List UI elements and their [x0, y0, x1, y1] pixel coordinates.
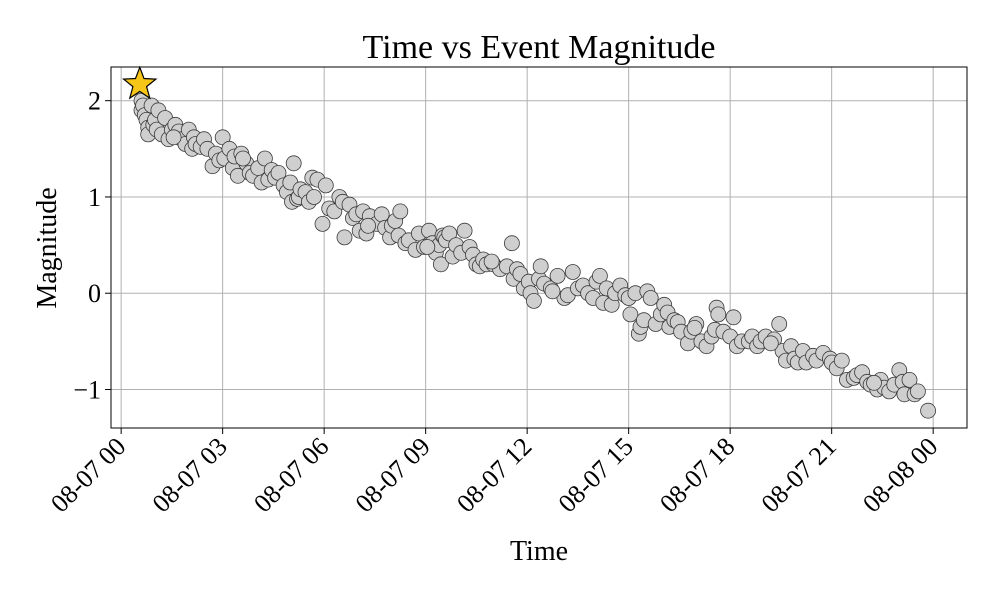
data-point — [503, 235, 520, 252]
x-tick-label: 08-07 00 — [45, 432, 131, 518]
data-point — [317, 177, 334, 194]
points-layer — [121, 65, 936, 419]
data-point — [532, 258, 549, 275]
data-point — [686, 319, 703, 336]
x-tick-label: 08-07 15 — [553, 432, 639, 518]
data-point — [642, 290, 659, 306]
data-point — [866, 374, 882, 391]
data-point — [314, 215, 331, 232]
data-point — [165, 129, 182, 146]
data-point — [762, 335, 779, 352]
data-point — [336, 229, 353, 246]
x-axis-label: Time — [510, 536, 568, 567]
data-point — [441, 225, 458, 242]
data-point — [483, 253, 500, 270]
x-tick-label: 08-07 21 — [756, 432, 842, 518]
data-point — [456, 222, 473, 239]
x-tick-label: 08-07 12 — [451, 432, 537, 518]
data-point — [564, 264, 581, 280]
data-point — [710, 306, 727, 323]
y-axis-label: Magnitude — [32, 187, 63, 308]
data-point — [622, 306, 639, 323]
data-point — [592, 267, 608, 284]
data-point — [235, 150, 251, 167]
data-point — [392, 203, 409, 220]
y-tick-label: 2 — [88, 87, 101, 116]
x-tick-label: 08-07 03 — [147, 432, 233, 518]
mainshock-star-marker — [121, 65, 158, 100]
y-tick-label: 0 — [88, 279, 101, 308]
data-point — [432, 256, 449, 273]
grid-layer — [111, 67, 967, 428]
data-point — [901, 371, 918, 388]
data-point — [725, 309, 742, 326]
y-tick-label: 1 — [88, 183, 101, 212]
data-point — [544, 283, 561, 300]
data-point — [285, 155, 302, 172]
y-tick-label: −1 — [73, 375, 101, 404]
x-tick-label: 08-08 00 — [857, 432, 943, 518]
x-tick-label: 08-07 09 — [350, 432, 436, 518]
plot-frame — [110, 66, 968, 429]
data-point — [526, 292, 542, 309]
data-point — [419, 239, 436, 255]
chart-title: Time vs Event Magnitude — [363, 29, 716, 66]
data-point — [910, 383, 926, 400]
data-point — [373, 206, 390, 223]
data-point — [833, 352, 850, 369]
data-point — [771, 316, 788, 332]
data-point — [920, 402, 936, 419]
x-tick-label: 08-07 18 — [654, 432, 740, 518]
x-tick-label: 08-07 06 — [248, 432, 334, 518]
data-point — [306, 189, 322, 205]
data-point — [549, 267, 566, 284]
data-point — [360, 217, 377, 234]
